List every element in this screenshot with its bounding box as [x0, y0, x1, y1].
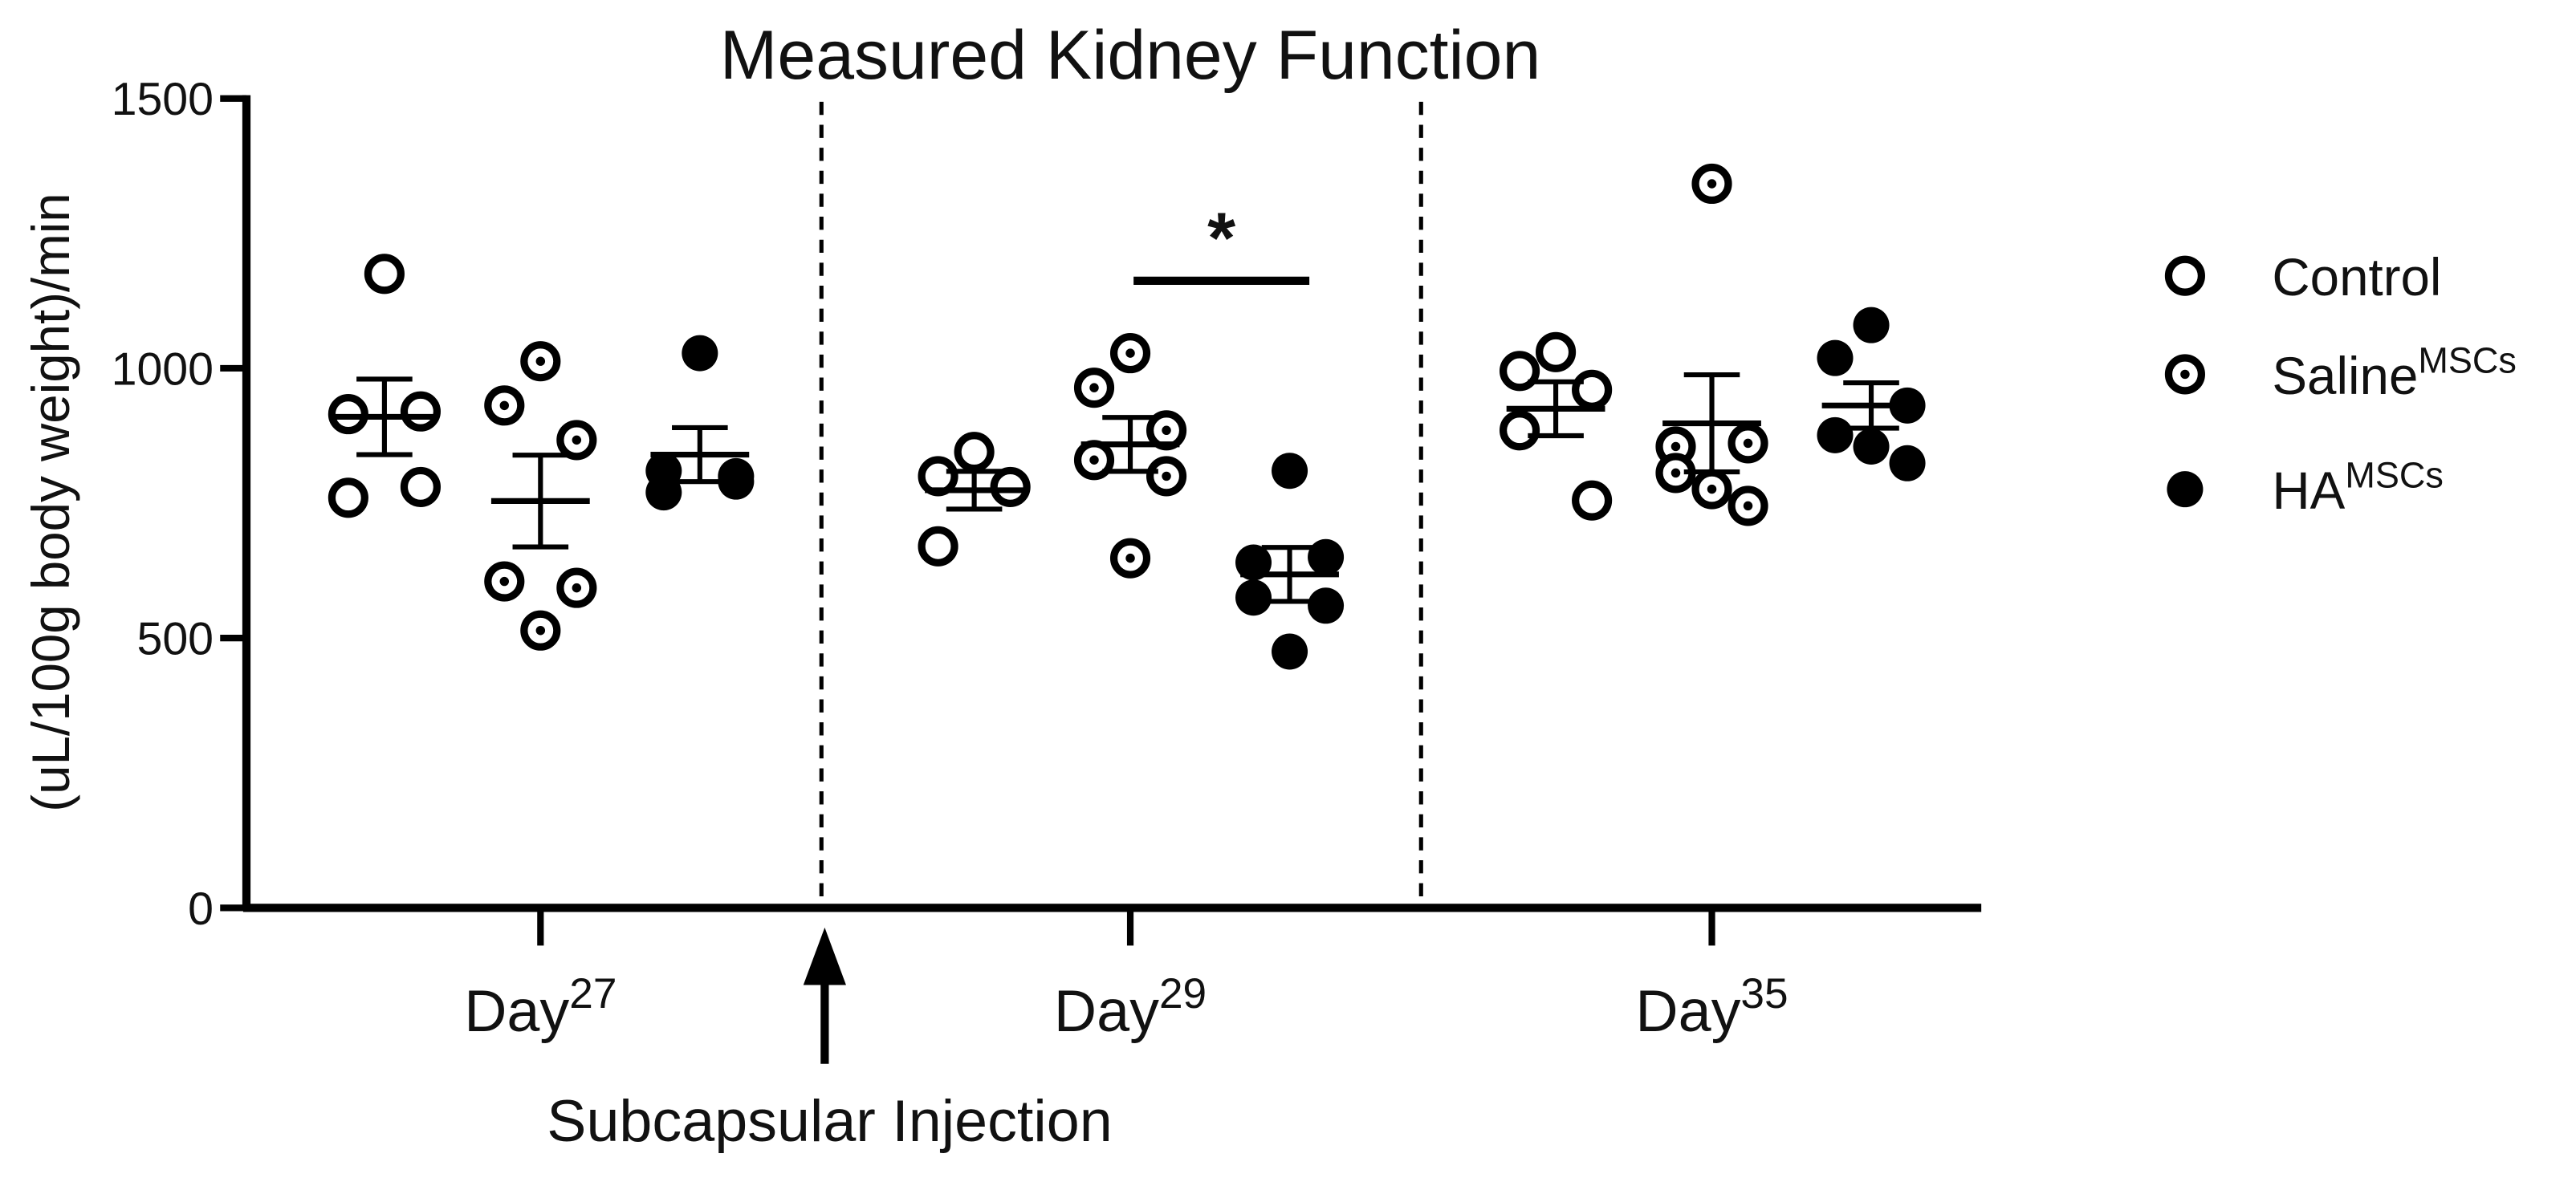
x-tick-label: Day29 [1054, 970, 1207, 1044]
data-point-dot [499, 576, 510, 587]
data-point-dot [1089, 383, 1099, 392]
data-point-dot [1125, 553, 1135, 563]
data-point [1499, 410, 1540, 451]
chart-title: Measured Kidney Function [720, 17, 1540, 94]
data-point [1889, 445, 1926, 481]
data-point-dot [1162, 425, 1171, 436]
data-point [400, 466, 441, 507]
data-point [1817, 339, 1854, 376]
data-point-dot [2180, 369, 2190, 380]
data-point [718, 463, 755, 500]
data-point [2167, 471, 2204, 508]
legend-label: SalineMSCs [2272, 339, 2517, 405]
data-point [1536, 331, 1577, 372]
data-point [1235, 579, 1272, 616]
data-point [1817, 416, 1854, 453]
data-point-dot [1089, 455, 1099, 465]
data-point-dot [1743, 501, 1753, 511]
data-point-dot [1707, 484, 1717, 494]
data-point [990, 466, 1031, 507]
category-superscript: 35 [1740, 970, 1788, 1017]
legend-superscript: MSCs [2345, 455, 2444, 496]
data-point-dot [535, 356, 546, 366]
data-point-dot [1671, 441, 1681, 452]
data-point-dot [499, 400, 510, 411]
x-tick-label: Day35 [1635, 970, 1788, 1044]
data-point [1853, 428, 1890, 465]
data-point-dot [1743, 438, 1753, 449]
y-tick-label: 1500 [112, 74, 214, 125]
legend-name: HA [2272, 461, 2345, 520]
y-tick-label: 500 [136, 614, 214, 665]
data-point [1853, 307, 1890, 343]
legend-label: Control [2272, 248, 2441, 307]
data-point [1272, 453, 1308, 489]
data-point-dot [1125, 348, 1135, 358]
y-tick-label: 1000 [112, 343, 214, 395]
data-point-dot [572, 583, 582, 593]
data-point [400, 391, 441, 432]
legend-name: Control [2272, 248, 2441, 307]
data-point [1572, 480, 1613, 521]
x-tick-label: Day27 [464, 970, 617, 1044]
y-tick-label: 0 [188, 883, 214, 935]
data-point [918, 526, 958, 567]
data-point-dot [1707, 179, 1717, 189]
data-point-dot [535, 626, 546, 636]
category: Day [1054, 977, 1159, 1044]
data-point [328, 477, 368, 518]
data-point-dot [1162, 471, 1171, 481]
y-axis-label: (uL/100g body weight)/min [22, 193, 80, 811]
data-point [1308, 538, 1345, 575]
data-point [1572, 369, 1613, 410]
annotation: Subcapsular Injection [547, 1087, 1112, 1154]
legend-superscript: MSCs [2418, 339, 2517, 380]
data-point [682, 335, 718, 372]
category-superscript: 27 [569, 970, 617, 1017]
category-superscript: 29 [1159, 970, 1207, 1017]
legend-name: Saline [2272, 347, 2418, 405]
data-point-dot [1671, 468, 1681, 478]
arrow-head [803, 927, 846, 985]
data-point-dot [572, 435, 582, 445]
category: Day [1635, 977, 1740, 1044]
data-point [364, 254, 405, 294]
data-point [2164, 255, 2205, 296]
data-point [1499, 351, 1540, 392]
data-point [954, 432, 995, 473]
significance-label: * [1207, 197, 1235, 278]
data-point [1272, 633, 1308, 670]
data-point [1308, 587, 1345, 624]
category: Day [464, 977, 569, 1044]
legend-label: HAMSCs [2272, 455, 2443, 521]
